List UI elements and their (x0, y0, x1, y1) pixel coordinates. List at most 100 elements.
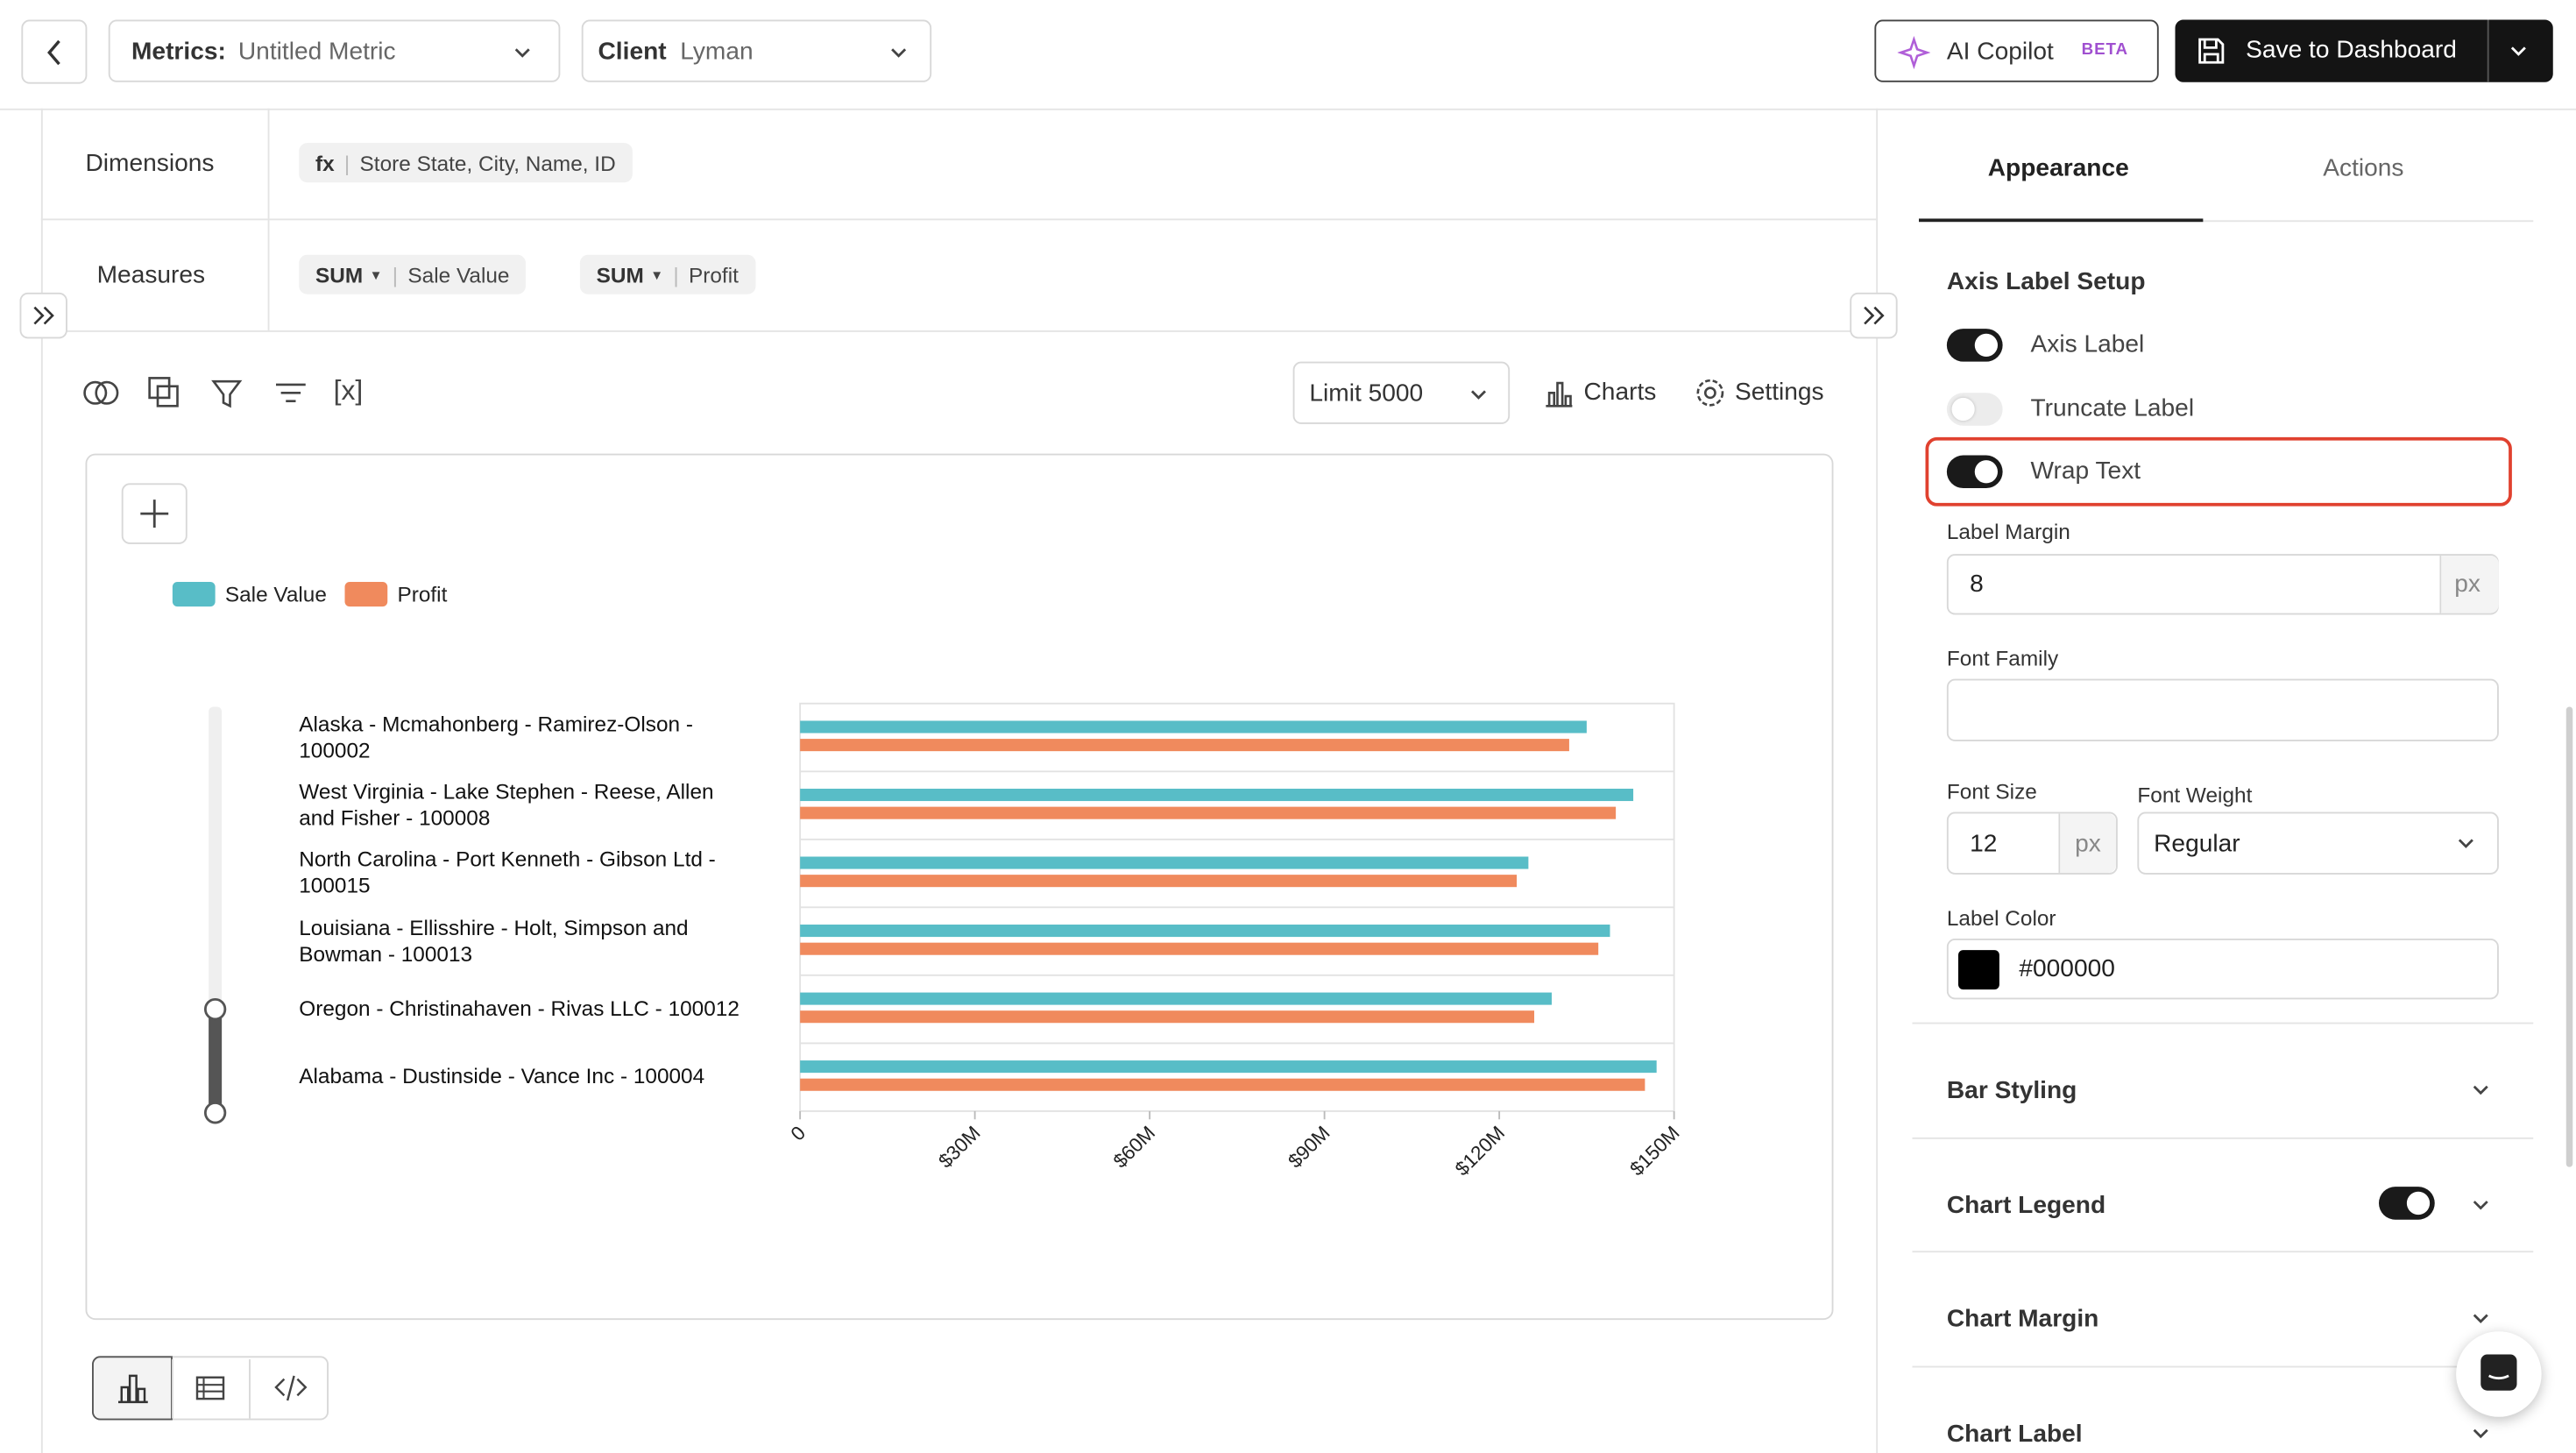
value: Limit 5000 (1309, 379, 1424, 408)
separator: | (343, 150, 350, 175)
divider (0, 108, 2576, 110)
ai-copilot-button[interactable]: AI Copilot BETA (1874, 19, 2159, 82)
y-tick-label: Louisiana - Ellisshire - Holt, Simpson a… (299, 915, 689, 967)
client-select[interactable]: Client Lyman (581, 19, 932, 82)
font-weight-select[interactable]: Regular (2137, 812, 2499, 875)
label-color-input[interactable]: #000000 (1946, 938, 2499, 1000)
sparkle-icon (1897, 36, 1931, 69)
charts-icon (1546, 381, 1573, 408)
tab[interactable]: Actions (2323, 154, 2404, 183)
value: #000000 (2019, 954, 2115, 983)
unit-addon: px (2058, 813, 2116, 873)
aggregation: SUM (315, 262, 364, 287)
zoom-slider-handle[interactable] (203, 997, 227, 1021)
toggle-switch[interactable] (1946, 455, 2003, 489)
row-label: Measures (96, 261, 206, 290)
field-label: Font Family (1946, 646, 2059, 671)
bar (800, 875, 1518, 888)
y-tick-label: Oregon - Christinahaven - Rivas LLC - 10… (299, 996, 740, 1021)
highlight (1925, 436, 2512, 507)
dimension-chip[interactable]: fx | Store State, City, Name, ID (299, 143, 633, 183)
chart-view-button[interactable] (92, 1356, 173, 1421)
toggle-switch[interactable] (1946, 329, 2003, 362)
divider (1919, 220, 2534, 223)
value: 12 (1970, 830, 1998, 859)
section-title[interactable]: Chart Legend (1946, 1190, 2106, 1219)
field-label: Label Margin (1946, 519, 2070, 544)
toggle-switch[interactable] (2379, 1186, 2435, 1219)
settings-button[interactable]: Settings (1735, 378, 1824, 407)
field: Profit (689, 262, 739, 287)
expand-button[interactable] (1850, 292, 1898, 339)
chevron (2469, 1193, 2492, 1216)
color-swatch (1958, 950, 1999, 990)
divider (2487, 19, 2489, 82)
caret: ▼ (369, 266, 383, 282)
zoom-slider-range (209, 1009, 223, 1113)
chevron (1471, 390, 1486, 400)
measure-chip[interactable]: SUM ▼ | Sale Value (299, 254, 527, 294)
limit-select[interactable]: Limit 5000 (1292, 361, 1511, 424)
chevron (2469, 1421, 2492, 1443)
icons (118, 1359, 308, 1419)
toggle-switch[interactable] (1946, 392, 2003, 425)
unit: px (2075, 830, 2101, 859)
field: Sale Value (407, 262, 510, 287)
section-title[interactable]: Chart Label (1946, 1419, 2083, 1448)
toggle-label: Truncate Label (2030, 393, 2195, 422)
row-label: Dimensions (85, 149, 215, 178)
label: AI Copilot (1946, 38, 2054, 67)
toggle-knob (1951, 396, 1975, 421)
x-tick-label: $150M (1625, 1122, 1683, 1180)
bar (800, 720, 1587, 734)
field-label: Font Size (1946, 779, 2037, 804)
bar (800, 992, 1552, 1005)
expand-button[interactable] (19, 292, 67, 339)
chevron (2510, 46, 2526, 56)
x-tick-label: $120M (1451, 1122, 1509, 1180)
label: Client (598, 38, 667, 67)
bar (800, 1010, 1535, 1024)
chat-button[interactable] (2456, 1331, 2542, 1417)
tab-active[interactable]: Appearance (1987, 154, 2129, 183)
metrics-select[interactable]: Metrics: Untitled Metric (108, 19, 561, 82)
add-button[interactable] (121, 483, 188, 544)
charts-button[interactable]: Charts (1583, 378, 1657, 407)
badge: BETA (2081, 40, 2129, 60)
icon (33, 306, 54, 325)
divider (1912, 1136, 2534, 1138)
bar (800, 1078, 1645, 1091)
bar (800, 788, 1634, 802)
toggle-label: Wrap Text (2030, 457, 2141, 486)
zoom-slider-handle[interactable] (203, 1102, 227, 1124)
section-title[interactable]: Bar Styling (1946, 1076, 2077, 1105)
value: 8 (1970, 570, 1984, 599)
caret: ▼ (650, 266, 664, 282)
field-label: Label Color (1946, 905, 2056, 931)
x-tick-label: $90M (1284, 1122, 1334, 1172)
aggregation: SUM (596, 262, 644, 287)
variables-button[interactable]: [x] (333, 374, 364, 407)
icon (2473, 1085, 2488, 1095)
y-tick-label: North Carolina - Port Kenneth - Gibson L… (299, 847, 716, 898)
unit: px (2454, 570, 2480, 599)
legend-label: Sale Value (225, 583, 327, 606)
save-button[interactable]: Save to Dashboard (2175, 19, 2553, 82)
divider (1912, 1364, 2534, 1367)
view-toggle (92, 1356, 329, 1421)
divider (1912, 1251, 2534, 1253)
measure-chip[interactable]: SUM ▼ | Profit (579, 254, 755, 294)
toolbar-icons (83, 377, 306, 408)
chevron (2469, 1078, 2492, 1101)
font-family-input[interactable] (1946, 678, 2499, 741)
font-size-input[interactable]: 12 px (1946, 812, 2118, 875)
toggle-knob (1974, 333, 1998, 358)
back-button[interactable] (21, 19, 88, 84)
section-title[interactable]: Chart Margin (1946, 1305, 2099, 1334)
legend-label: Profit (397, 583, 447, 606)
border (40, 108, 43, 1453)
legend-swatch (172, 581, 216, 607)
label: Metrics: (131, 38, 226, 67)
label-margin-input[interactable]: 8 px (1946, 554, 2499, 615)
